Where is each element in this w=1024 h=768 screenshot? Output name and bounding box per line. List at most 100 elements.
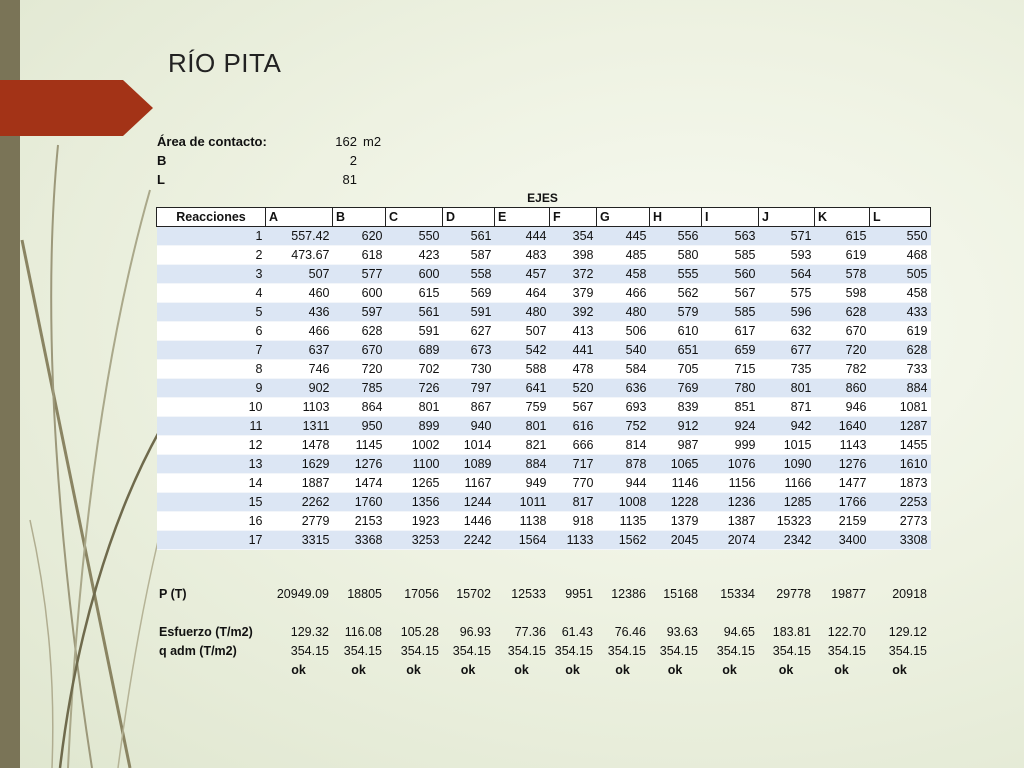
summary-value: 354.15 xyxy=(607,644,646,658)
table-header-row: Reacciones A B C D E F G H I J K L xyxy=(156,207,931,227)
reaction-cell: 720 xyxy=(814,340,870,360)
check-status: ok xyxy=(460,663,476,677)
row-index-cell: 2 xyxy=(156,245,266,265)
reaction-cell: 884 xyxy=(494,454,550,474)
table-row: 6 466 628 591 627 507 413 506 610 617 632 670 619 xyxy=(156,321,931,341)
reaction-cell: 585 xyxy=(701,302,759,322)
reaction-cell: 507 xyxy=(494,321,550,341)
reaction-cell: 797 xyxy=(442,378,495,398)
summary-row-load: P (T) 20949.09 18805 17056 15702 12533 9951 123… xyxy=(156,585,930,604)
summary-label: P (T) xyxy=(159,587,187,601)
row-index-cell: 11 xyxy=(156,416,266,436)
row-index-cell: 6 xyxy=(156,321,266,341)
reaction-cell: 1610 xyxy=(869,454,931,474)
reaction-cell: 717 xyxy=(549,454,597,474)
reaction-cell: 899 xyxy=(385,416,443,436)
reaction-cell: 1356 xyxy=(385,492,443,512)
spacer-cell xyxy=(156,604,930,623)
reaction-cell: 598 xyxy=(814,283,870,303)
reaction-cell: 1640 xyxy=(814,416,870,436)
reaction-cell: 561 xyxy=(385,302,443,322)
row-index-cell: 5 xyxy=(156,302,266,322)
reaction-cell: 520 xyxy=(549,378,597,398)
table-row: 7 637 670 689 673 542 441 540 651 659 677 720 628 xyxy=(156,340,931,360)
reaction-cell: 578 xyxy=(814,264,870,284)
info-label: Área de contacto: xyxy=(157,134,267,149)
reaction-cell: 619 xyxy=(814,245,870,265)
reaction-cell: 636 xyxy=(596,378,650,398)
reaction-cell: 860 xyxy=(814,378,870,398)
reaction-cell: 473.67 xyxy=(265,245,333,265)
reaction-cell: 950 xyxy=(332,416,386,436)
reaction-cell: 1244 xyxy=(442,492,495,512)
check-status: ok xyxy=(778,663,794,677)
reaction-cell: 3253 xyxy=(385,530,443,550)
reaction-cell: 1887 xyxy=(265,473,333,493)
reaction-cell: 610 xyxy=(649,321,702,341)
summary-value: 12533 xyxy=(511,587,546,601)
column-header-e: E xyxy=(494,207,550,227)
summary-value: 122.70 xyxy=(827,625,866,639)
summary-label xyxy=(156,661,265,680)
reaction-cell: 627 xyxy=(442,321,495,341)
reaction-cell: 780 xyxy=(701,378,759,398)
reaction-cell: 1311 xyxy=(265,416,333,436)
reaction-cell: 1167 xyxy=(442,473,495,493)
left-accent-bar xyxy=(0,0,20,768)
reaction-cell: 1629 xyxy=(265,454,333,474)
reaction-cell: 769 xyxy=(649,378,702,398)
reaction-cell: 1089 xyxy=(442,454,495,474)
reaction-cell: 1090 xyxy=(758,454,815,474)
reaction-cell: 1103 xyxy=(265,397,333,417)
reaction-cell: 1002 xyxy=(385,435,443,455)
reaction-cell: 15323 xyxy=(758,511,815,531)
summary-value: 354.15 xyxy=(452,644,491,658)
reaction-cell: 354 xyxy=(549,226,597,246)
row-index-cell: 4 xyxy=(156,283,266,303)
summary-value: 20949.09 xyxy=(276,587,329,601)
reaction-cell: 730 xyxy=(442,359,495,379)
info-value: 81 xyxy=(342,172,357,187)
check-status: ok xyxy=(667,663,683,677)
reaction-cell: 563 xyxy=(701,226,759,246)
table-row: 12 1478 1145 1002 1014 821 666 814 987 999 1015 114… xyxy=(156,435,931,455)
reaction-cell: 1265 xyxy=(385,473,443,493)
reaction-cell: 715 xyxy=(701,359,759,379)
check-status: ok xyxy=(834,663,849,677)
reaction-cell: 940 xyxy=(442,416,495,436)
row-index-cell: 8 xyxy=(156,359,266,379)
reaction-cell: 770 xyxy=(549,473,597,493)
reaction-cell: 505 xyxy=(869,264,931,284)
summary-value: 15334 xyxy=(720,587,755,601)
reaction-cell: 2159 xyxy=(814,511,870,531)
check-status: ok xyxy=(615,663,630,677)
reaction-cell: 555 xyxy=(649,264,702,284)
reaction-cell: 585 xyxy=(701,245,759,265)
reaction-cell: 878 xyxy=(596,454,650,474)
summary-value: 9951 xyxy=(565,587,593,601)
summary-value: 93.63 xyxy=(666,625,698,639)
reaction-cell: 1135 xyxy=(596,511,650,531)
summary-value: 77.36 xyxy=(514,625,546,639)
summary-value: 15702 xyxy=(456,587,491,601)
reaction-cell: 1065 xyxy=(649,454,702,474)
summary-value: 12386 xyxy=(611,587,646,601)
reaction-cell: 1156 xyxy=(701,473,759,493)
reaction-cell: 460 xyxy=(265,283,333,303)
reaction-cell: 1923 xyxy=(385,511,443,531)
reaction-cell: 423 xyxy=(385,245,443,265)
reaction-cell: 1081 xyxy=(869,397,931,417)
reaction-cell: 1276 xyxy=(332,454,386,474)
info-label: B xyxy=(157,153,167,168)
reaction-cell: 444 xyxy=(494,226,550,246)
reaction-cell: 1760 xyxy=(332,492,386,512)
reaction-cell: 3308 xyxy=(869,530,931,550)
summary-value: 354.15 xyxy=(659,644,698,658)
reaction-cell: 1285 xyxy=(758,492,815,512)
reaction-cell: 1100 xyxy=(385,454,443,474)
reaction-cell: 949 xyxy=(494,473,550,493)
reaction-cell: 618 xyxy=(332,245,386,265)
reaction-cell: 1477 xyxy=(814,473,870,493)
reaction-cell: 628 xyxy=(332,321,386,341)
reaction-cell: 1146 xyxy=(649,473,702,493)
